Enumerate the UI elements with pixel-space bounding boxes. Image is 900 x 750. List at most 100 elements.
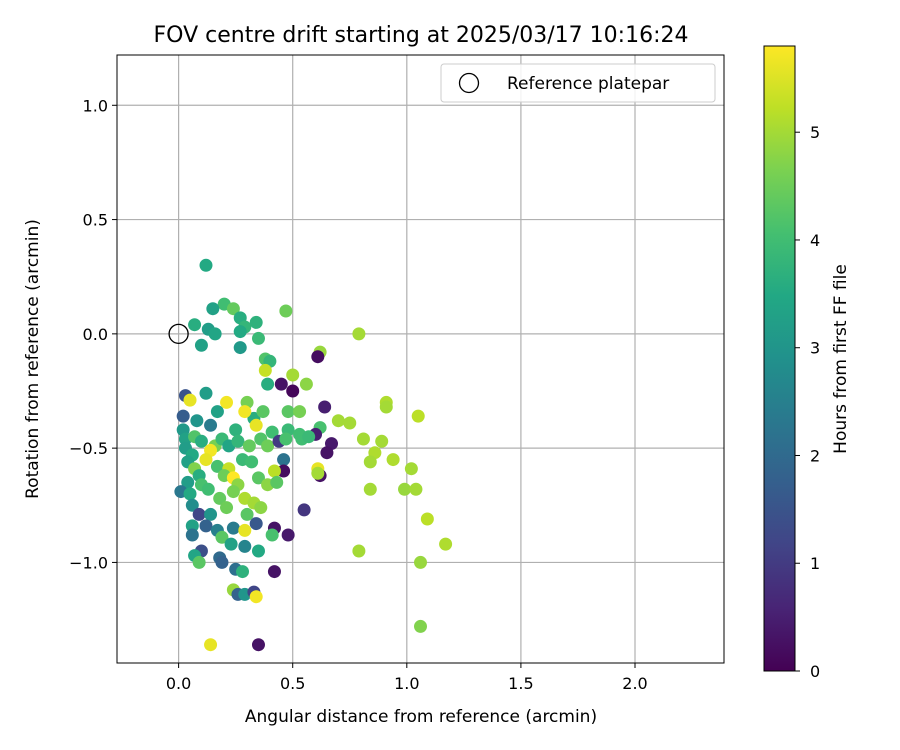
data-point (188, 318, 202, 332)
data-point (274, 377, 288, 391)
data-point (199, 519, 213, 533)
legend-entry-reference: Reference platepar (507, 74, 669, 94)
data-point (226, 302, 240, 316)
data-point (267, 464, 281, 478)
x-tick-label: 0.0 (166, 674, 191, 693)
data-point (251, 638, 265, 652)
x-tick-label: 0.5 (280, 674, 305, 693)
data-point (302, 430, 316, 444)
data-point (236, 565, 250, 579)
data-point (286, 384, 300, 398)
data-point (245, 455, 259, 469)
data-point (277, 453, 291, 467)
reference-platepar-marker (168, 323, 189, 345)
data-point (299, 377, 313, 391)
data-point (238, 523, 252, 537)
colorbar-tick-label: 1 (810, 554, 820, 573)
data-point (261, 377, 275, 391)
data-point (270, 475, 284, 489)
data-point (249, 590, 263, 604)
data-point (220, 395, 234, 409)
x-tick-label: 2.0 (622, 674, 647, 693)
data-point (192, 507, 206, 521)
data-point (320, 446, 334, 460)
data-point (229, 423, 243, 437)
data-point (420, 512, 434, 526)
data-point (261, 439, 275, 453)
y-tick-label: −1.0 (69, 553, 108, 572)
data-point (256, 405, 270, 419)
data-point (297, 503, 311, 517)
data-points (168, 258, 453, 652)
data-point (249, 517, 263, 531)
data-point (183, 487, 197, 501)
data-point (206, 302, 220, 316)
data-point (414, 555, 427, 569)
data-point (185, 519, 199, 533)
data-point (233, 341, 247, 355)
legend-marker-circle-icon (458, 72, 480, 94)
data-point (185, 528, 199, 542)
data-point (204, 638, 218, 652)
data-point (254, 501, 268, 515)
data-point (439, 537, 453, 551)
data-point (251, 471, 265, 485)
data-point (281, 528, 295, 542)
data-point (356, 432, 370, 446)
data-point (199, 386, 213, 400)
data-point (258, 363, 272, 377)
data-point (375, 434, 389, 448)
legend-box (440, 63, 716, 103)
colorbar-tick-label: 0 (810, 662, 820, 681)
data-point (240, 507, 254, 521)
y-tick-label: 1.0 (83, 96, 108, 115)
data-point (331, 414, 345, 428)
data-point (213, 491, 227, 505)
y-axis-label: Rotation from reference (arcmin) (23, 219, 43, 499)
legend: Reference platepar (440, 63, 716, 103)
data-point (231, 434, 245, 448)
data-point (318, 400, 332, 414)
data-point (226, 521, 240, 535)
data-point (414, 619, 427, 633)
data-point (352, 327, 366, 341)
data-point (409, 482, 423, 496)
colorbar-tick-label: 4 (810, 231, 820, 250)
grid-lines (117, 55, 724, 663)
data-point (204, 507, 218, 521)
y-axis-ticks: 1.0 0.5 0.0 −0.5 −1.0 (69, 96, 117, 572)
data-point (194, 338, 208, 352)
data-point (411, 409, 425, 423)
x-axis-label: Angular distance from reference (arcmin) (245, 707, 597, 727)
colorbar-tick-label: 2 (810, 446, 820, 465)
data-point (181, 475, 195, 489)
data-point (249, 315, 263, 329)
data-point (201, 482, 215, 496)
data-point (238, 405, 252, 419)
data-point (251, 544, 265, 558)
data-point (204, 418, 218, 432)
data-point (267, 565, 281, 579)
data-point (215, 555, 229, 569)
data-point (233, 325, 247, 339)
data-point (281, 405, 295, 419)
data-point (226, 485, 240, 499)
colorbar-tick-label: 5 (810, 123, 820, 142)
data-point (265, 425, 279, 439)
data-point (185, 498, 199, 512)
data-point (242, 439, 256, 453)
data-point (363, 482, 377, 496)
data-point (220, 501, 234, 515)
colorbar-ticks: 0 1 2 3 4 5 (795, 123, 820, 681)
data-point (398, 482, 412, 496)
data-point (386, 453, 400, 467)
data-point (404, 462, 418, 476)
data-point (210, 459, 224, 473)
data-point (293, 405, 307, 419)
x-tick-label: 1.0 (394, 674, 419, 693)
data-point (279, 304, 293, 318)
data-point (279, 432, 293, 446)
x-axis-ticks: 0.0 0.5 1.0 1.5 2.0 (166, 663, 648, 693)
data-point (208, 327, 222, 341)
